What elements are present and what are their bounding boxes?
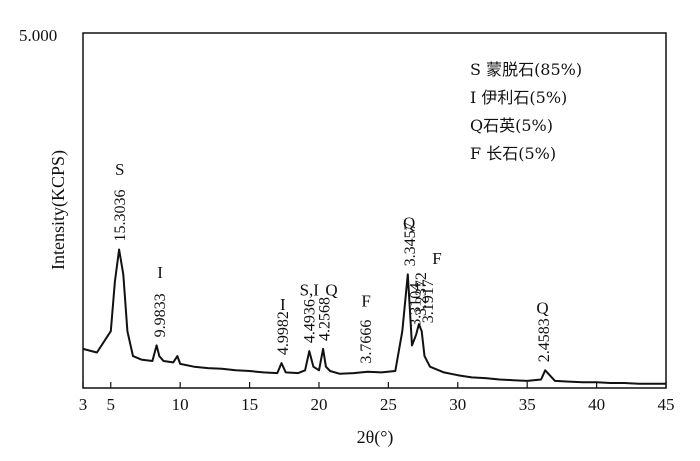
phase-label: F: [432, 249, 441, 268]
x-tick-label: 10: [172, 395, 189, 414]
peak-label: 3.2372: [413, 272, 430, 316]
peak-label: 4.4936: [301, 299, 318, 343]
plot-frame: [82, 32, 667, 389]
x-tick-label: 35: [519, 395, 536, 414]
phase-label: I: [157, 263, 163, 282]
x-tick-label: 45: [658, 395, 675, 414]
y-axis-title: Intensity(KCPS): [48, 150, 69, 270]
curve-layer: [82, 248, 666, 385]
x-tick-label: 40: [588, 395, 605, 414]
phase-label: S: [115, 160, 124, 179]
x-tick-label: 25: [380, 395, 397, 414]
x-tick-label: 15: [241, 395, 258, 414]
legend-item-q: Q石英(5%): [470, 116, 553, 135]
legend: S 蒙脱石(85%) I 伊利石(5%) Q石英(5%) F 长石(5%): [470, 60, 582, 163]
y-max-label: 5.000: [19, 26, 57, 45]
peak-label: 3.7666: [358, 320, 375, 364]
peak-label: 2.4583: [536, 318, 553, 362]
x-tick-label: 5: [107, 395, 116, 414]
peak-label: 4.2568: [317, 297, 334, 341]
x-axis: 3 5 10 15 20 25 30 35 40 45: [79, 382, 675, 414]
phase-label: Q: [325, 281, 337, 300]
peak-label: 4.9982: [275, 311, 292, 355]
phase-label: Q: [536, 298, 548, 317]
phase-label: S,I: [300, 281, 320, 300]
peak-label: 15.3036: [112, 190, 129, 242]
legend-item-f: F 长石(5%): [470, 144, 556, 163]
x-axis-title: 2θ(°): [357, 427, 394, 448]
phase-label: F: [361, 291, 370, 310]
legend-item-i: I 伊利石(5%): [470, 88, 567, 107]
peak-label: 3.1917: [420, 279, 437, 323]
x-tick-label: 30: [449, 395, 466, 414]
xrd-series-line: [82, 248, 666, 385]
legend-item-s: S 蒙脱石(85%): [470, 60, 582, 79]
peak-label: 3.3457: [402, 222, 419, 266]
x-tick-label: 3: [79, 395, 88, 414]
peak-label: 9.9833: [152, 293, 169, 337]
peak-label: 3.3104: [407, 283, 424, 327]
phase-label: Q: [403, 213, 415, 232]
x-tick-label: 20: [310, 395, 327, 414]
phase-label: I: [280, 295, 286, 314]
